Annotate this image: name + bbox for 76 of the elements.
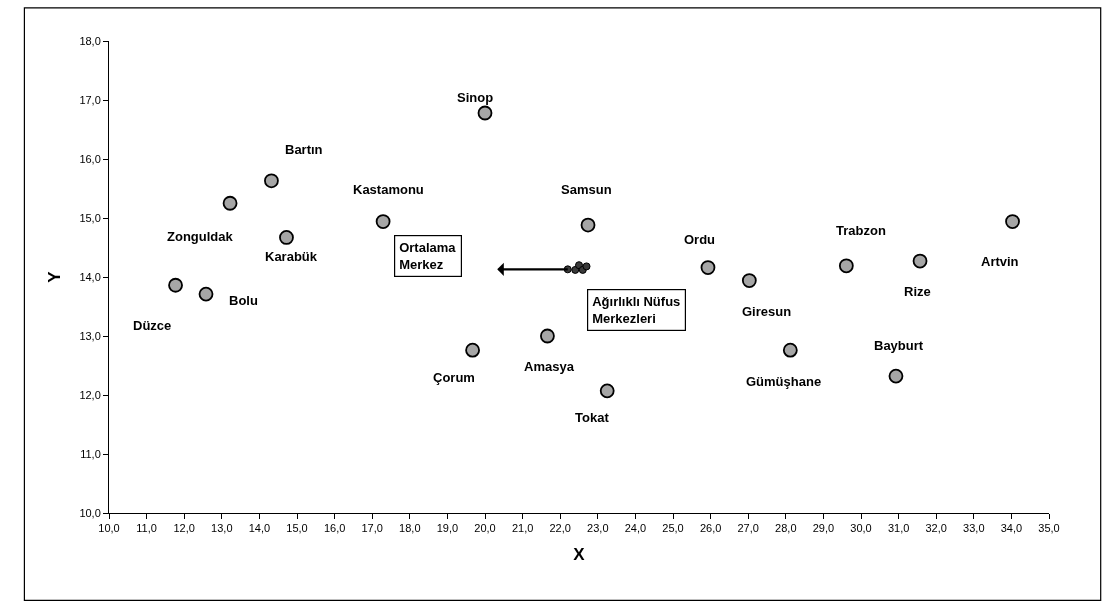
point bbox=[222, 195, 238, 211]
annotation: Karabük bbox=[265, 249, 318, 264]
annotation: Gümüşhane bbox=[746, 374, 822, 389]
point bbox=[700, 260, 716, 275]
point bbox=[580, 217, 596, 233]
point bbox=[465, 342, 480, 358]
x-tick-label: 35,0 bbox=[1038, 522, 1060, 535]
point bbox=[477, 105, 493, 121]
x-tick-label: 30,0 bbox=[850, 522, 872, 535]
x-tick-label: 34,0 bbox=[1000, 522, 1023, 535]
annotation: Sinop bbox=[457, 90, 494, 105]
x-tick-label: 21,0 bbox=[511, 522, 534, 535]
y-tick-label: 13,0 bbox=[79, 329, 101, 342]
x-tick-label: 12,0 bbox=[173, 522, 195, 535]
annotation: Ortalama Merkez bbox=[399, 240, 457, 273]
point bbox=[888, 368, 904, 384]
annotation: Giresun bbox=[742, 304, 792, 319]
annotation: Tokat bbox=[575, 410, 610, 425]
y-tick-label: 15,0 bbox=[79, 211, 101, 224]
point bbox=[582, 262, 591, 271]
point bbox=[599, 383, 615, 399]
y-axis-title: Y bbox=[44, 270, 64, 283]
point bbox=[168, 277, 183, 293]
annotation: Bolu bbox=[229, 293, 258, 308]
x-tick-label: 25,0 bbox=[662, 522, 684, 535]
annotation: Düzce bbox=[133, 318, 172, 333]
x-tick-label: 16,0 bbox=[323, 522, 346, 535]
x-tick-label: 18,0 bbox=[399, 522, 421, 535]
y-tick-label: 16,0 bbox=[79, 152, 101, 165]
y-tick-label: 11,0 bbox=[80, 447, 101, 460]
x-tick-label: 11,0 bbox=[136, 522, 157, 535]
point bbox=[264, 173, 279, 189]
x-tick-label: 17,0 bbox=[361, 522, 383, 535]
annotation: Kastamonu bbox=[353, 182, 424, 197]
annotation: Bartın bbox=[285, 142, 323, 157]
x-tick-label: 31,0 bbox=[887, 522, 910, 535]
annotation: Ordu bbox=[684, 232, 716, 247]
y-tick-label: 14,0 bbox=[79, 270, 101, 283]
y-tick-label: 12,0 bbox=[79, 388, 101, 401]
annotation: Trabzon bbox=[836, 223, 886, 238]
y-tick-label: 10,0 bbox=[79, 506, 101, 519]
x-tick-label: 15,0 bbox=[286, 522, 308, 535]
point bbox=[375, 214, 391, 229]
point bbox=[198, 286, 214, 302]
x-tick-label: 24,0 bbox=[624, 522, 647, 535]
x-tick-label: 32,0 bbox=[925, 522, 947, 535]
x-tick-label: 29,0 bbox=[812, 522, 835, 535]
point bbox=[1005, 214, 1020, 229]
point bbox=[279, 230, 294, 245]
x-axis-title: X bbox=[573, 544, 586, 564]
point bbox=[838, 258, 854, 274]
point bbox=[540, 328, 555, 344]
x-tick-label: 20,0 bbox=[474, 522, 496, 535]
annotation: Rize bbox=[904, 284, 931, 299]
annotation: Çorum bbox=[433, 370, 475, 385]
annotation: Ağırlıklı Nüfus Merkezleri bbox=[592, 294, 681, 327]
x-tick-label: 28,0 bbox=[775, 522, 797, 535]
x-tick-label: 23,0 bbox=[587, 522, 609, 535]
x-tick-label: 13,0 bbox=[211, 522, 233, 535]
point bbox=[741, 273, 757, 288]
x-tick-label: 22,0 bbox=[549, 522, 571, 535]
y-tick-label: 18,0 bbox=[79, 34, 101, 47]
annotation: Samsun bbox=[561, 182, 612, 197]
annotation: Bayburt bbox=[874, 338, 924, 353]
y-tick-label: 17,0 bbox=[79, 93, 101, 106]
point bbox=[782, 342, 798, 358]
x-tick-label: 33,0 bbox=[963, 522, 985, 535]
point bbox=[912, 253, 928, 269]
annotation: Artvin bbox=[981, 254, 1019, 269]
x-tick-label: 14,0 bbox=[248, 522, 271, 535]
x-tick-label: 26,0 bbox=[699, 522, 722, 535]
annotation: Zonguldak bbox=[167, 229, 234, 244]
x-tick-label: 10,0 bbox=[98, 522, 120, 535]
annotation: Amasya bbox=[524, 359, 575, 374]
x-tick-label: 27,0 bbox=[737, 522, 759, 535]
x-tick-label: 19,0 bbox=[436, 522, 459, 535]
